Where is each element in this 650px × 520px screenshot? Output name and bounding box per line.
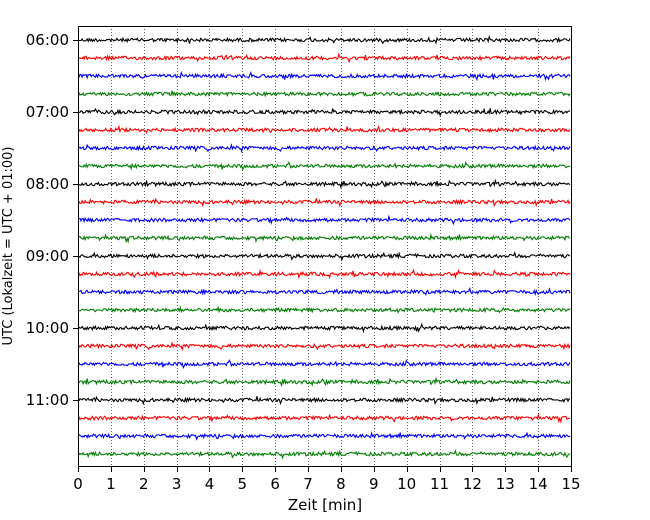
y-tick-label: 10:00	[26, 319, 69, 337]
y-tick-label: 11:00	[26, 391, 69, 409]
trace-line	[78, 359, 571, 369]
y-axis-ticks: 06:00 07:00 08:00 09:00 10:00 11:00	[26, 31, 78, 409]
trace-line	[79, 232, 571, 244]
trace-line	[78, 413, 571, 424]
trace-line	[78, 143, 571, 154]
y-tick-label: 07:00	[26, 103, 69, 121]
trace-line	[78, 448, 571, 460]
x-tick-label: 12	[463, 475, 482, 493]
x-axis-ticks: 0 1 2 3 4 5 6 7 8 9 10 11 12 13 14 15	[73, 467, 581, 493]
plot-frame	[78, 26, 572, 467]
trace-line	[78, 305, 571, 314]
x-tick-label: 13	[496, 475, 515, 493]
x-tick-label: 0	[73, 475, 83, 493]
trace-line	[78, 286, 571, 297]
x-tick-label: 1	[106, 475, 116, 493]
x-tick-label: 9	[369, 475, 379, 493]
trace-line	[78, 197, 571, 208]
trace-line	[78, 376, 571, 388]
y-tick-label: 06:00	[26, 31, 69, 49]
y-axis-label: UTC (Lokalzeit = UTC + 01:00)	[1, 147, 16, 346]
x-tick-label: 4	[205, 475, 215, 493]
x-tick-label: 11	[430, 475, 449, 493]
trace-line	[78, 70, 571, 82]
x-tick-label: 10	[397, 475, 416, 493]
x-tick-label: 2	[139, 475, 149, 493]
trace-line	[78, 250, 571, 262]
trace-line	[78, 178, 571, 190]
x-tick-label: 3	[172, 475, 182, 493]
x-tick-label: 7	[303, 475, 313, 493]
trace-line	[78, 52, 571, 64]
trace-line	[78, 395, 571, 406]
seismogram-traces	[78, 34, 571, 460]
x-tick-label: 14	[529, 475, 548, 493]
x-tick-label: 8	[336, 475, 346, 493]
trace-line	[78, 214, 571, 226]
x-tick-label: 6	[270, 475, 280, 493]
x-tick-label: 5	[238, 475, 248, 493]
trace-line	[78, 161, 571, 171]
x-axis-label: Zeit [min]	[288, 496, 362, 514]
trace-line	[78, 90, 571, 98]
x-tick-label: 15	[561, 475, 580, 493]
trace-line	[78, 341, 571, 352]
trace-line	[78, 268, 571, 280]
trace-line	[78, 431, 571, 441]
y-tick-label: 09:00	[26, 247, 69, 265]
trace-line	[78, 322, 571, 334]
trace-line	[78, 124, 571, 135]
trace-line	[79, 34, 571, 45]
y-tick-label: 08:00	[26, 175, 69, 193]
trace-line	[78, 107, 571, 117]
